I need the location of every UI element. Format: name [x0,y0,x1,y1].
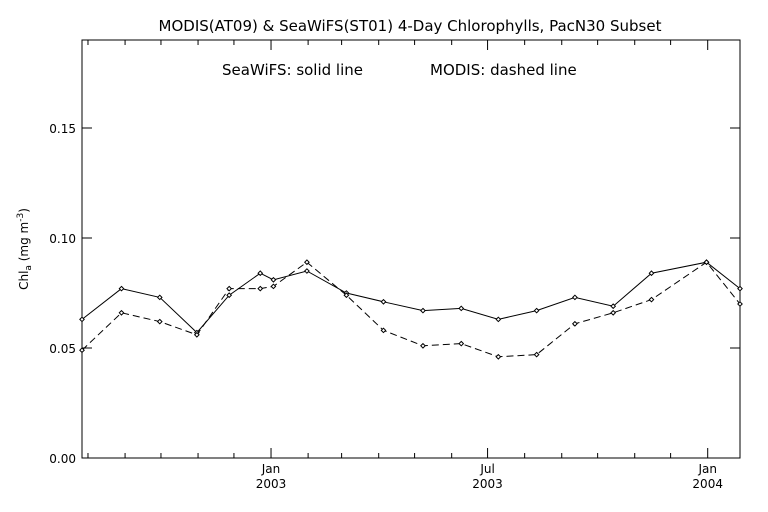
data-point-seawifs [648,270,655,277]
y-axis-label-main: Chl [17,271,31,290]
data-point-seawifs [257,270,264,277]
plot-frame [81,39,741,459]
data-point-modis [304,259,310,266]
data-point-modis [79,347,85,354]
data-point-modis [380,327,387,334]
data-point-modis [533,351,540,358]
data-point-seawifs [420,307,426,314]
data-point-modis [257,285,264,292]
y-tick-label: 0.05 [49,342,76,356]
x-tick-month-label: Jan [261,462,281,476]
series-line-modis [81,261,741,358]
x-tick-year-label: 2003 [256,477,287,491]
data-point-modis [343,292,350,299]
data-point-seawifs [737,285,743,292]
data-point-seawifs [226,292,233,299]
x-tick-month-label: Jul [479,462,494,476]
data-point-modis [118,309,125,316]
x-tick-month-label: Jan [697,462,717,476]
data-point-seawifs [533,307,540,314]
y-axis-label-close: ) [17,208,31,213]
annotation-seawifs: SeaWiFS: solid line [222,61,363,79]
data-point-modis [270,283,277,290]
y-axis-label-unit: (mg m [17,222,31,265]
x-tick-year-label: 2003 [472,477,503,491]
data-point-seawifs [458,305,465,312]
data-point-modis [458,340,465,347]
y-tick-label: 0.10 [49,232,76,246]
data-point-modis [420,342,426,349]
data-point-seawifs [495,316,502,323]
data-point-modis [156,318,163,325]
y-axis-label-sup: -3 [16,213,26,222]
y-tick-label: 0.00 [49,452,76,466]
annotation-modis: MODIS: dashed line [430,61,577,79]
data-point-seawifs [270,276,277,283]
y-axis-label-sub: a [24,265,34,271]
data-point-seawifs [610,303,617,310]
data-point-modis [703,259,710,266]
y-tick-label: 0.15 [49,122,76,136]
y-axis-label: Chla (mg m-3) [16,208,34,290]
data-point-seawifs [156,294,163,301]
data-point-seawifs [380,298,387,305]
series-line-seawifs [81,261,741,334]
x-tick-year-label: 2004 [692,477,723,491]
data-point-modis [648,296,655,303]
data-point-seawifs [118,285,125,292]
data-point-modis [571,320,578,327]
data-point-modis [610,309,617,316]
data-point-modis [737,301,743,307]
data-point-modis [226,285,233,292]
chart-title: MODIS(AT09) & SeaWiFS(ST01) 4-Day Chloro… [159,17,662,35]
data-point-seawifs [571,294,578,301]
data-point-modis [193,331,200,338]
data-point-modis [495,353,502,360]
data-point-seawifs [79,316,85,323]
data-point-seawifs [304,268,310,274]
